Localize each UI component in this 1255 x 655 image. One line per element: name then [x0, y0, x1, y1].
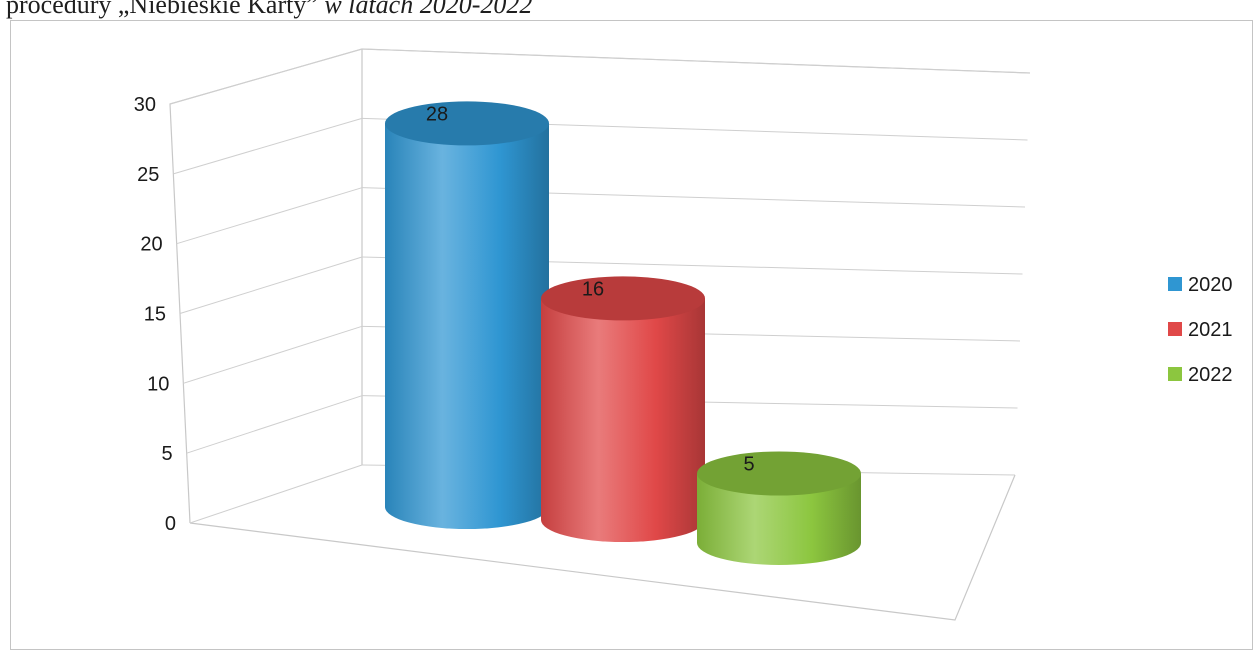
legend-swatch	[1168, 367, 1182, 381]
legend-item-2020: 2020	[1168, 274, 1233, 296]
y-tick-label: 30	[134, 94, 156, 116]
gridline-back	[361, 48, 1031, 74]
gridline-left	[169, 48, 363, 105]
bar-top	[697, 451, 861, 496]
bar-body	[385, 123, 549, 530]
legend-label: 2022	[1188, 364, 1233, 386]
y-tick-label: 0	[165, 513, 176, 535]
floor-outline	[189, 474, 1016, 621]
gridline-left	[173, 117, 363, 175]
legend-label: 2021	[1188, 319, 1233, 341]
bar-top	[385, 101, 549, 146]
bar-2022	[697, 451, 861, 565]
data-label-2022: 5	[743, 454, 754, 476]
bar-body	[697, 473, 861, 565]
y-tick-label: 10	[147, 373, 169, 395]
bars	[385, 101, 861, 565]
caption-main: procedury „Niebieskie Karty”	[6, 0, 318, 19]
bar-body	[541, 298, 705, 542]
data-labels: 28 16 5	[426, 103, 755, 475]
gridline-left	[183, 325, 363, 384]
bar-2021	[541, 276, 705, 542]
y-tick-label: 25	[137, 164, 159, 186]
caption-italic: w latach 2020-2022	[317, 0, 533, 19]
gridline-left	[179, 256, 363, 314]
legend-swatch	[1168, 277, 1182, 291]
gridline-left	[186, 395, 363, 454]
legend-item-2022: 2022	[1168, 364, 1233, 386]
data-label-2021: 16	[582, 278, 604, 300]
gridline-left	[176, 187, 363, 245]
legend-item-2021: 2021	[1168, 319, 1233, 341]
y-tick-label: 15	[144, 304, 166, 326]
y-tick-label: 20	[140, 234, 162, 256]
legend: 2020 2021 2022	[1168, 274, 1233, 386]
bar-top	[541, 276, 705, 321]
chart-caption: procedury „Niebieskie Karty” w latach 20…	[6, 0, 532, 20]
gridline-left	[189, 464, 363, 524]
chart-frame: 0 5 10 15 20 25 30 28 16 5 2020 2021 2022	[10, 20, 1254, 650]
legend-label: 2020	[1188, 274, 1233, 296]
data-label-2020: 28	[426, 103, 448, 125]
y-axis: 0 5 10 15 20 25 30	[134, 94, 176, 535]
legend-swatch	[1168, 322, 1182, 336]
y-tick-label: 5	[162, 443, 173, 465]
bar-chart: 0 5 10 15 20 25 30 28 16 5 2020 2021 2022	[10, 20, 1253, 650]
bar-2020	[385, 101, 549, 530]
